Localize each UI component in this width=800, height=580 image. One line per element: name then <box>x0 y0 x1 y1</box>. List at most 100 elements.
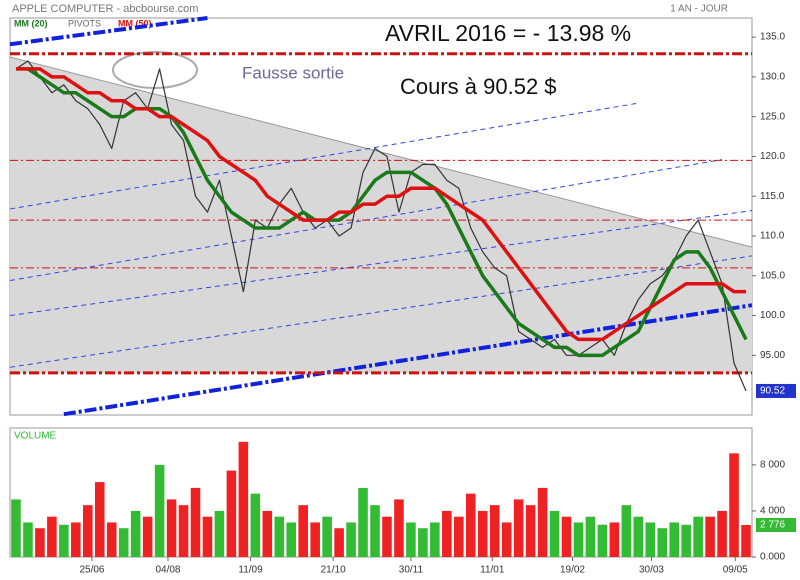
legend-mm20: MM (20) <box>14 18 48 28</box>
volume-bar <box>310 522 320 557</box>
volume-bar <box>23 522 33 557</box>
volume-bar <box>609 522 620 557</box>
volume-bar <box>370 505 380 557</box>
volume-bar <box>442 510 452 557</box>
y-tick-label: 0.000 <box>760 552 785 563</box>
volume-bar <box>573 522 584 557</box>
volume-bar <box>106 522 117 557</box>
volume-bar <box>250 493 261 557</box>
trend-line <box>9 16 208 47</box>
volume-bar <box>501 522 512 557</box>
x-tick-label: 25/06 <box>79 565 104 576</box>
volume-bar <box>47 516 57 557</box>
x-tick-label: 11/09 <box>238 565 263 576</box>
y-tick-label: 4 000 <box>760 506 785 517</box>
last-price-box <box>756 383 796 398</box>
price-line <box>15 60 747 392</box>
volume-bar <box>741 525 751 557</box>
last-price-label: 90.52 <box>760 386 785 397</box>
y-tick-label: 8 000 <box>760 459 785 470</box>
volume-bar <box>83 505 93 557</box>
y-tick-label: 110.0 <box>760 231 785 242</box>
x-tick-label: 04/08 <box>155 565 180 576</box>
volume-bar <box>286 522 297 557</box>
volume-bar <box>549 510 560 557</box>
volume-bar <box>418 528 428 557</box>
annotation-ellipse <box>112 51 198 89</box>
x-tick-label: 09/05 <box>723 565 748 576</box>
y-tick-label: 95.00 <box>760 350 785 361</box>
volume-bar <box>178 505 189 557</box>
y-tick-label: 100.0 <box>760 310 785 321</box>
volume-bar <box>346 522 356 557</box>
volume-bar <box>657 528 668 557</box>
volume-bar <box>382 516 392 557</box>
volume-bar <box>35 528 45 557</box>
last-volume-box <box>756 518 796 533</box>
trend-line <box>9 210 753 317</box>
volume-bar <box>262 510 273 557</box>
chart-subtitle: Cours à 90.52 $ <box>400 74 557 99</box>
x-tick-label: 11/01 <box>480 565 505 576</box>
volume-bar <box>142 516 153 557</box>
y-tick-label: 105.0 <box>760 270 785 281</box>
volume-bar <box>226 470 237 557</box>
volume-bar <box>645 522 656 557</box>
x-tick-label: 21/10 <box>321 565 346 576</box>
volume-title: VOLUME <box>14 431 57 442</box>
volume-bar <box>633 516 644 557</box>
y-tick-label: 115.0 <box>760 191 785 202</box>
triangle-fill <box>10 56 752 373</box>
volume-bar <box>729 453 739 557</box>
volume-bar <box>11 499 21 557</box>
last-volume-label: 2 776 <box>760 520 785 531</box>
volume-bar <box>681 524 691 557</box>
volume-bar <box>693 516 703 557</box>
volume-bar <box>94 482 105 557</box>
volume-bar <box>705 516 715 557</box>
trend-line <box>63 303 753 417</box>
x-tick-label: 19/02 <box>560 565 585 576</box>
trend-line <box>9 255 753 368</box>
volume-bar <box>118 528 129 557</box>
volume-bar <box>406 522 416 557</box>
volume-bar <box>525 505 536 557</box>
moving-average <box>15 67 747 342</box>
volume-bar <box>585 516 596 557</box>
volume-bar <box>130 510 141 557</box>
x-tick-label: 30/03 <box>639 565 664 576</box>
volume-bar <box>358 487 368 557</box>
volume-bar <box>322 516 332 557</box>
volume-bar <box>334 528 344 557</box>
volume-bar <box>190 487 201 557</box>
volume-bar <box>59 524 69 557</box>
volume-bar <box>71 522 81 557</box>
annotation: Fausse sortie <box>242 63 344 82</box>
y-tick-label: 135.0 <box>760 32 785 43</box>
x-tick-label: 30/11 <box>399 565 424 576</box>
volume-bar <box>621 505 632 557</box>
y-tick-label: 120.0 <box>760 151 785 162</box>
volume-bar <box>717 510 727 557</box>
volume-bar <box>465 493 476 557</box>
y-tick-label: 130.0 <box>760 72 785 83</box>
volume-bar <box>202 516 213 557</box>
chart-title: AVRIL 2016 = - 13.98 % <box>385 20 631 46</box>
y-tick-label: 125.0 <box>760 111 785 122</box>
volume-bar <box>561 516 572 557</box>
volume-bar <box>394 499 404 557</box>
volume-bar <box>669 522 679 557</box>
volume-bar <box>477 510 488 557</box>
volume-bar <box>489 505 500 557</box>
legend-mm50: MM (50) <box>118 18 152 28</box>
volume-bar <box>430 522 440 557</box>
volume-bar <box>166 499 177 557</box>
volume-bar <box>537 487 548 557</box>
header-title: APPLE COMPUTER - abcbourse.com <box>12 3 198 15</box>
volume-bar <box>454 516 464 557</box>
legend-pivots: PIVOTS <box>68 18 101 28</box>
trend-line <box>9 102 639 210</box>
volume-bar <box>238 441 249 557</box>
header-period: 1 AN - JOUR <box>670 4 728 15</box>
